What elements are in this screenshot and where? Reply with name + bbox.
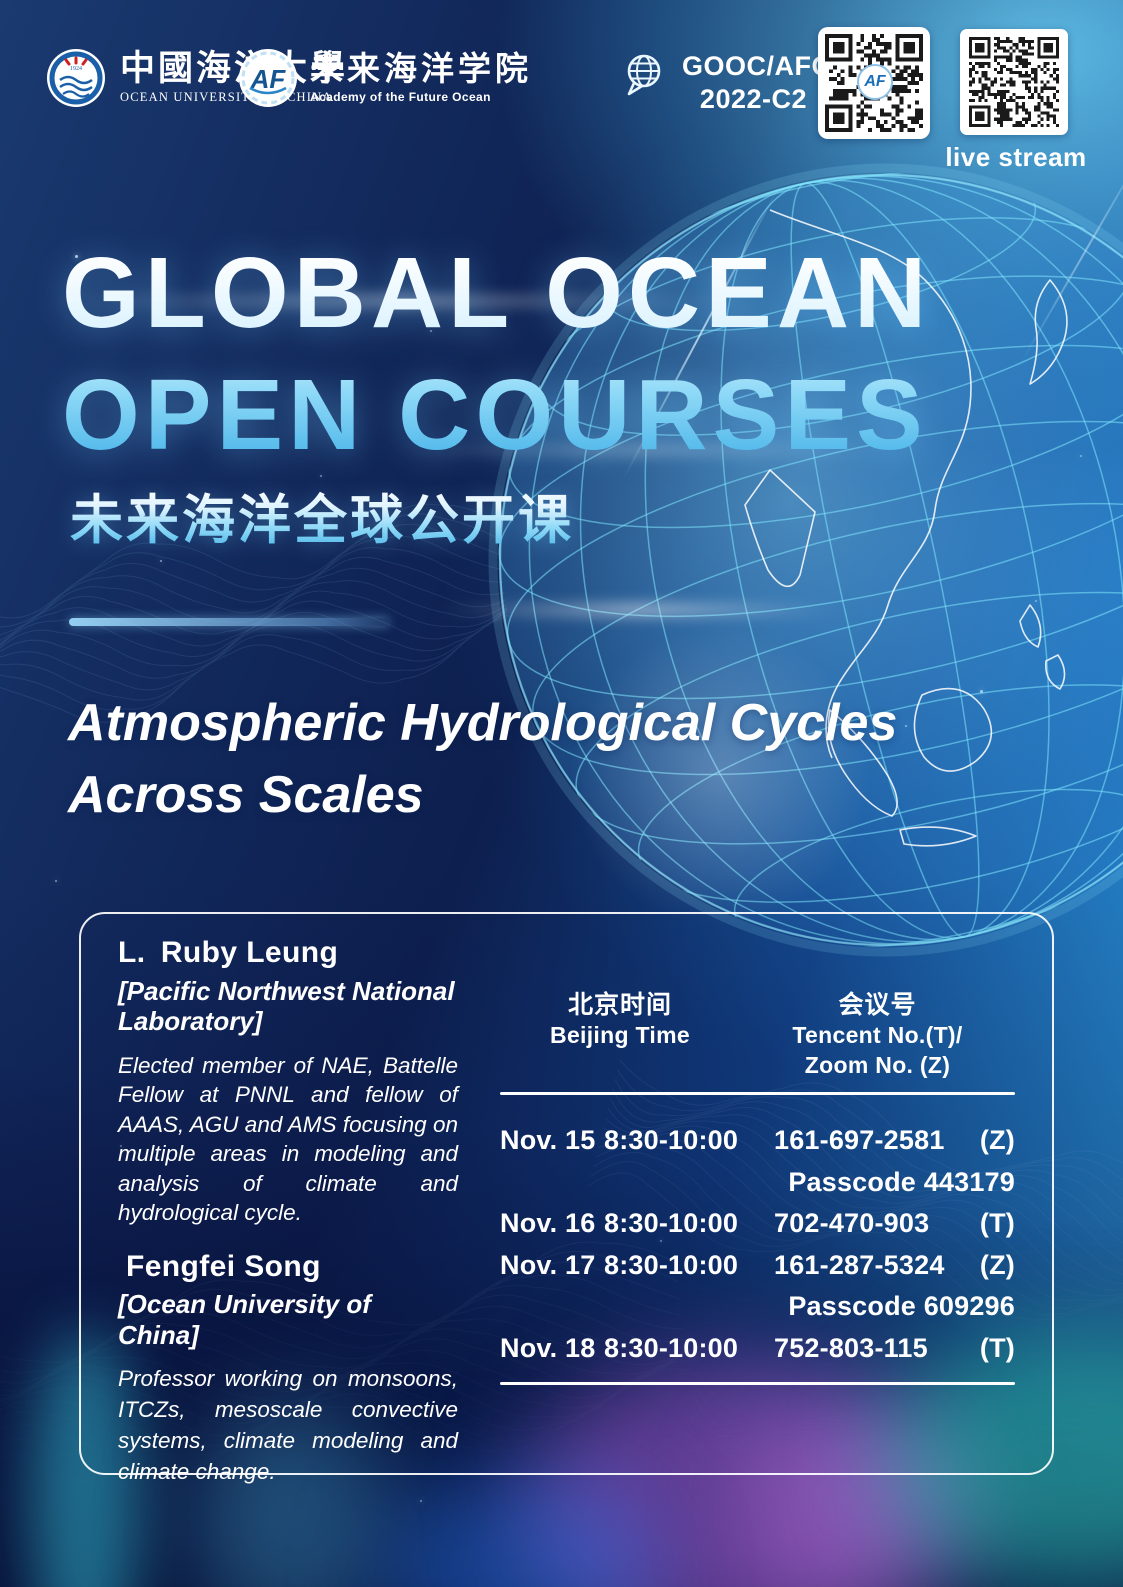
afo-emblem-icon: AF bbox=[239, 49, 297, 107]
schedule-passcode-row: Passcode 609296 bbox=[788, 1291, 1015, 1322]
qr-code-livestream bbox=[960, 29, 1068, 135]
afo-logo: AF 未来海洋学院 Academy of the Future Ocean bbox=[238, 48, 532, 108]
col-meeting-en2: Zoom No. (Z) bbox=[804, 1052, 951, 1078]
light-flare bbox=[380, 446, 900, 454]
subtitle-cn: 未来海洋全球公开课 bbox=[70, 478, 574, 554]
light-flare bbox=[430, 604, 850, 616]
speaker-affiliation: [Pacific Northwest National Laboratory] bbox=[118, 975, 455, 1037]
schedule-passcode-row: Passcode 443179 bbox=[788, 1166, 1015, 1197]
course-code-badge: GOOC/AFO 2022-C2 bbox=[620, 50, 833, 116]
meeting-number-digits: 161-287-5324 bbox=[774, 1249, 945, 1280]
sparkle-dot bbox=[980, 690, 983, 693]
session-date: Nov. 15 bbox=[500, 1125, 596, 1156]
schedule-row: Nov. 16 8:30-10:00 702-470-903 (T) bbox=[500, 1203, 1015, 1245]
divider-line bbox=[69, 618, 389, 626]
platform-tag: (T) bbox=[979, 1332, 1015, 1363]
speaker-name: L. Ruby Leung bbox=[118, 936, 339, 969]
meeting-number-digits: 752-803-115 bbox=[774, 1332, 928, 1363]
ouc-emblem-icon: 1924 bbox=[47, 49, 105, 107]
sparkle-dot bbox=[905, 725, 907, 727]
platform-tag: (Z) bbox=[979, 1125, 1015, 1156]
col-meeting-en1: Tencent No.(T)/ bbox=[792, 1022, 963, 1048]
ouc-name-cn: 中國海洋大學 bbox=[120, 47, 349, 89]
main-title-line2: OPEN COURSES bbox=[62, 359, 928, 471]
sparkle-dot bbox=[160, 560, 162, 562]
sparkle-dot bbox=[420, 1500, 422, 1502]
session-time: 8:30-10:00 bbox=[604, 1332, 739, 1363]
col-time-en: Beijing Time bbox=[550, 1022, 690, 1048]
live-stream-label: live stream bbox=[945, 142, 1087, 172]
sparkle-dot bbox=[660, 1240, 662, 1242]
afo-name-cn: 未来海洋学院 bbox=[310, 49, 532, 87]
sparkle-dot bbox=[1035, 600, 1037, 602]
session-time: 8:30-10:00 bbox=[604, 1208, 739, 1239]
speaker-affiliation: [Ocean University of China] bbox=[118, 1289, 371, 1350]
session-date: Nov. 17 bbox=[500, 1249, 596, 1280]
svg-text:1924: 1924 bbox=[70, 66, 82, 72]
session-time: 8:30-10:00 bbox=[604, 1249, 739, 1280]
globe-chat-icon bbox=[627, 54, 661, 96]
schedule-divider-top bbox=[500, 1092, 1015, 1095]
schedule-row: Nov. 17 8:30-10:00 161-287-5324 (Z) bbox=[500, 1245, 1015, 1287]
badge-line2: 2022-C2 bbox=[699, 83, 807, 114]
schedule-row: Nov. 18 8:30-10:00 752-803-115 (T) bbox=[500, 1328, 1015, 1370]
speakers-panel: L. Ruby Leung [Pacific Northwest Nationa… bbox=[118, 936, 458, 1487]
session-date: Nov. 18 bbox=[500, 1332, 596, 1363]
info-box bbox=[79, 912, 1054, 1475]
sparkle-dot bbox=[55, 880, 57, 882]
meeting-number: 161-287-5324 (Z) bbox=[774, 1250, 1015, 1281]
schedule-table: 北京时间 Beijing Time 会议号 Tencent No.(T)/ Zo… bbox=[500, 990, 1015, 1385]
schedule-divider-bottom bbox=[500, 1382, 1015, 1385]
course-title-line2: Across Scales bbox=[68, 765, 424, 824]
platform-tag: (Z) bbox=[979, 1249, 1015, 1280]
session-date: Nov. 16 bbox=[500, 1208, 596, 1239]
meeting-number: 702-470-903 (T) bbox=[774, 1208, 1015, 1239]
meeting-number: 161-697-2581 (Z) bbox=[774, 1125, 1015, 1156]
session-time: 8:30-10:00 bbox=[604, 1125, 739, 1156]
schedule-header: 北京时间 Beijing Time 会议号 Tencent No.(T)/ Zo… bbox=[500, 990, 1015, 1080]
main-title-line1: GLOBAL OCEAN bbox=[62, 237, 932, 349]
course-title: Atmospheric Hydrological Cycles Across S… bbox=[68, 688, 897, 832]
sparkle-dot bbox=[75, 255, 78, 258]
speaker-bio: Professor working on monsoons, ITCZs, me… bbox=[118, 1365, 458, 1484]
light-flare bbox=[40, 296, 760, 306]
col-meeting-cn: 会议号 bbox=[838, 991, 917, 1019]
svg-text:AF: AF bbox=[250, 64, 287, 94]
badge-line1: GOOC/AFO bbox=[682, 51, 833, 81]
sparkle-dot bbox=[120, 1145, 122, 1147]
qr-center-af-logo: AF bbox=[857, 64, 893, 100]
course-title-line1: Atmospheric Hydrological Cycles bbox=[68, 694, 898, 752]
sparkle-dot bbox=[430, 330, 432, 332]
main-title: GLOBAL OCEAN OPEN COURSES bbox=[62, 232, 931, 476]
speaker-name: Fengfei Song bbox=[126, 1249, 321, 1283]
meeting-number-digits: 161-697-2581 bbox=[774, 1125, 945, 1156]
schedule-rows: Nov. 15 8:30-10:00 161-697-2581 (Z) Passcode… bbox=[500, 1120, 1015, 1369]
meeting-number-digits: 702-470-903 bbox=[774, 1208, 930, 1239]
platform-tag: (T) bbox=[979, 1208, 1015, 1239]
afo-name-en: Academy of the Future Ocean bbox=[310, 90, 491, 105]
sparkle-dot bbox=[1080, 455, 1082, 457]
speaker-bio: Elected member of NAE, Battelle Fellow a… bbox=[118, 1052, 458, 1226]
meeting-number: 752-803-115 (T) bbox=[774, 1333, 1015, 1364]
speaker-block: Fengfei Song [Ocean University of China]… bbox=[118, 1250, 458, 1487]
sparkle-dot bbox=[320, 475, 322, 477]
aurora-glow-cyan bbox=[190, 1400, 390, 1587]
col-time-cn: 北京时间 bbox=[567, 991, 672, 1019]
speaker-block: L. Ruby Leung [Pacific Northwest Nationa… bbox=[118, 936, 458, 1228]
schedule-row: Nov. 15 8:30-10:00 161-697-2581 (Z) bbox=[500, 1120, 1015, 1162]
